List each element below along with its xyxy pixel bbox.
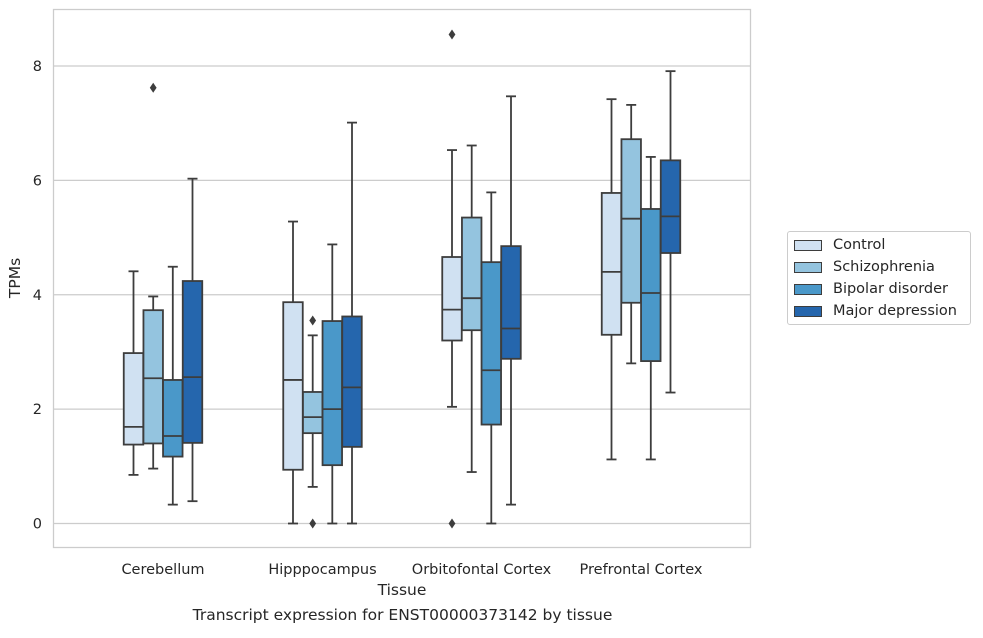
box-iqr	[122, 352, 145, 446]
box-0-2	[162, 265, 184, 506]
box-iqr	[142, 309, 164, 445]
box-iqr	[659, 159, 682, 254]
box-0-1	[142, 82, 164, 470]
flier-point	[448, 29, 456, 40]
flier-point	[309, 315, 317, 326]
y-tick-label: 0	[33, 517, 42, 533]
box-iqr	[302, 391, 324, 435]
y-tick-label: 4	[33, 288, 42, 304]
legend-swatch-control	[794, 239, 822, 251]
flier-point	[149, 82, 157, 93]
box-3-0	[600, 98, 623, 461]
box-2-3	[500, 95, 522, 506]
y-tick-label: 8	[33, 59, 42, 75]
box-iqr	[441, 256, 463, 342]
box-2-0	[441, 29, 463, 529]
box-iqr	[620, 138, 642, 304]
legend-item-control: Control	[794, 234, 885, 256]
y-tick-label: 2	[33, 402, 42, 418]
legend-label-major-depression: Major depression	[833, 303, 957, 319]
plot-frame	[52, 8, 752, 549]
y-axis-label: TPMs	[6, 258, 24, 299]
box-iqr	[282, 301, 304, 471]
boxes	[122, 29, 682, 529]
box-3-3	[659, 70, 682, 394]
legend-item-major-depression: Major depression	[794, 300, 957, 322]
box-1-1	[302, 315, 324, 529]
box-iqr	[461, 216, 483, 332]
x-axis-label: Tissue	[377, 581, 427, 599]
y-tick-label: 6	[33, 173, 42, 189]
box-2-2	[480, 191, 502, 525]
box-1-3	[341, 121, 363, 525]
box-iqr	[181, 280, 204, 444]
legend-label-control: Control	[833, 237, 886, 253]
box-3-1	[620, 103, 642, 365]
legend-label-bipolar-disorder: Bipolar disorder	[833, 281, 948, 297]
box-1-2	[321, 243, 343, 525]
x-tick-label: Prefrontal Cortex	[580, 562, 703, 578]
box-iqr	[321, 320, 343, 467]
box-2-1	[461, 144, 483, 473]
legend-swatch-bipolar-disorder	[794, 283, 822, 295]
x-tick-labels: Cerebellum Hipppocampus Orbitofontal Corte…	[121, 562, 702, 578]
box-0-0	[122, 270, 145, 476]
box-iqr	[600, 192, 623, 336]
box-3-2	[640, 156, 662, 461]
legend-label-schizophrenia: Schizophrenia	[833, 259, 935, 275]
box-iqr	[480, 261, 502, 426]
legend-swatch-major-depression	[794, 305, 822, 317]
x-tick-label: Hipppocampus	[268, 562, 376, 578]
box-1-0	[282, 220, 304, 525]
legend-swatch-schizophrenia	[794, 261, 822, 273]
figure-caption: Transcript expression for ENST0000037314…	[192, 606, 613, 624]
flier-point	[448, 518, 456, 529]
x-tick-label: Orbitofontal Cortex	[412, 562, 552, 578]
x-tick-label: Cerebellum	[121, 562, 204, 578]
box-iqr	[640, 208, 662, 362]
box-iqr	[162, 379, 184, 458]
legend-item-schizophrenia: Schizophrenia	[794, 256, 935, 278]
flier-point	[309, 518, 317, 529]
legend-item-bipolar-disorder: Bipolar disorder	[794, 278, 948, 300]
box-iqr	[500, 245, 522, 360]
legend: Control Schizophrenia Bipolar disorder M…	[787, 231, 971, 325]
y-tick-labels: 0 2 4 6 8	[33, 59, 42, 533]
box-0-3	[181, 177, 204, 503]
box-iqr	[341, 315, 363, 448]
